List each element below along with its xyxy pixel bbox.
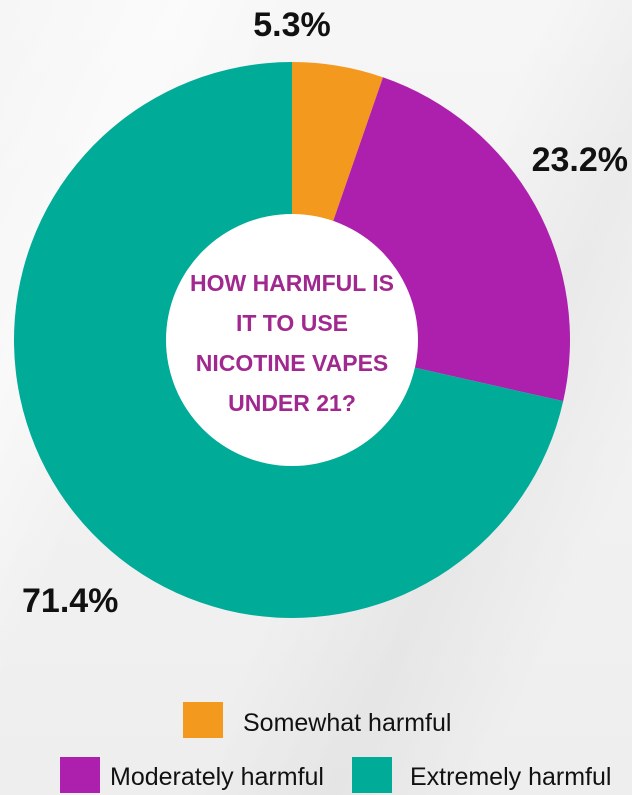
- legend-swatch-extremely-harmful: [352, 757, 392, 793]
- center-title-line-3: NICOTINE VAPES: [196, 350, 389, 376]
- legend-label-extremely-harmful: Extremely harmful: [410, 763, 611, 791]
- data-label-somewhat-harmful: 5.3%: [253, 6, 331, 44]
- legend-swatch-moderately-harmful: [60, 757, 100, 793]
- legend-swatch-somewhat-harmful: [183, 702, 223, 738]
- center-title: HOW HARMFUL IS IT TO USE NICOTINE VAPES …: [190, 270, 394, 416]
- legend-label-somewhat-harmful: Somewhat harmful: [243, 709, 451, 737]
- data-label-extremely-harmful: 71.4%: [22, 582, 118, 620]
- center-title-line-1: HOW HARMFUL IS: [190, 270, 394, 296]
- legend-item-somewhat-harmful: Somewhat harmful: [183, 702, 451, 738]
- data-label-moderately-harmful: 23.2%: [532, 141, 628, 179]
- center-title-line-4: UNDER 21?: [228, 390, 356, 416]
- legend: Somewhat harmful Moderately harmful Extr…: [60, 702, 611, 793]
- donut-hole: [166, 214, 418, 466]
- legend-item-moderately-harmful: Moderately harmful: [60, 757, 324, 793]
- legend-label-moderately-harmful: Moderately harmful: [110, 763, 324, 791]
- center-title-line-2: IT TO USE: [236, 310, 348, 336]
- legend-item-extremely-harmful: Extremely harmful: [352, 757, 611, 793]
